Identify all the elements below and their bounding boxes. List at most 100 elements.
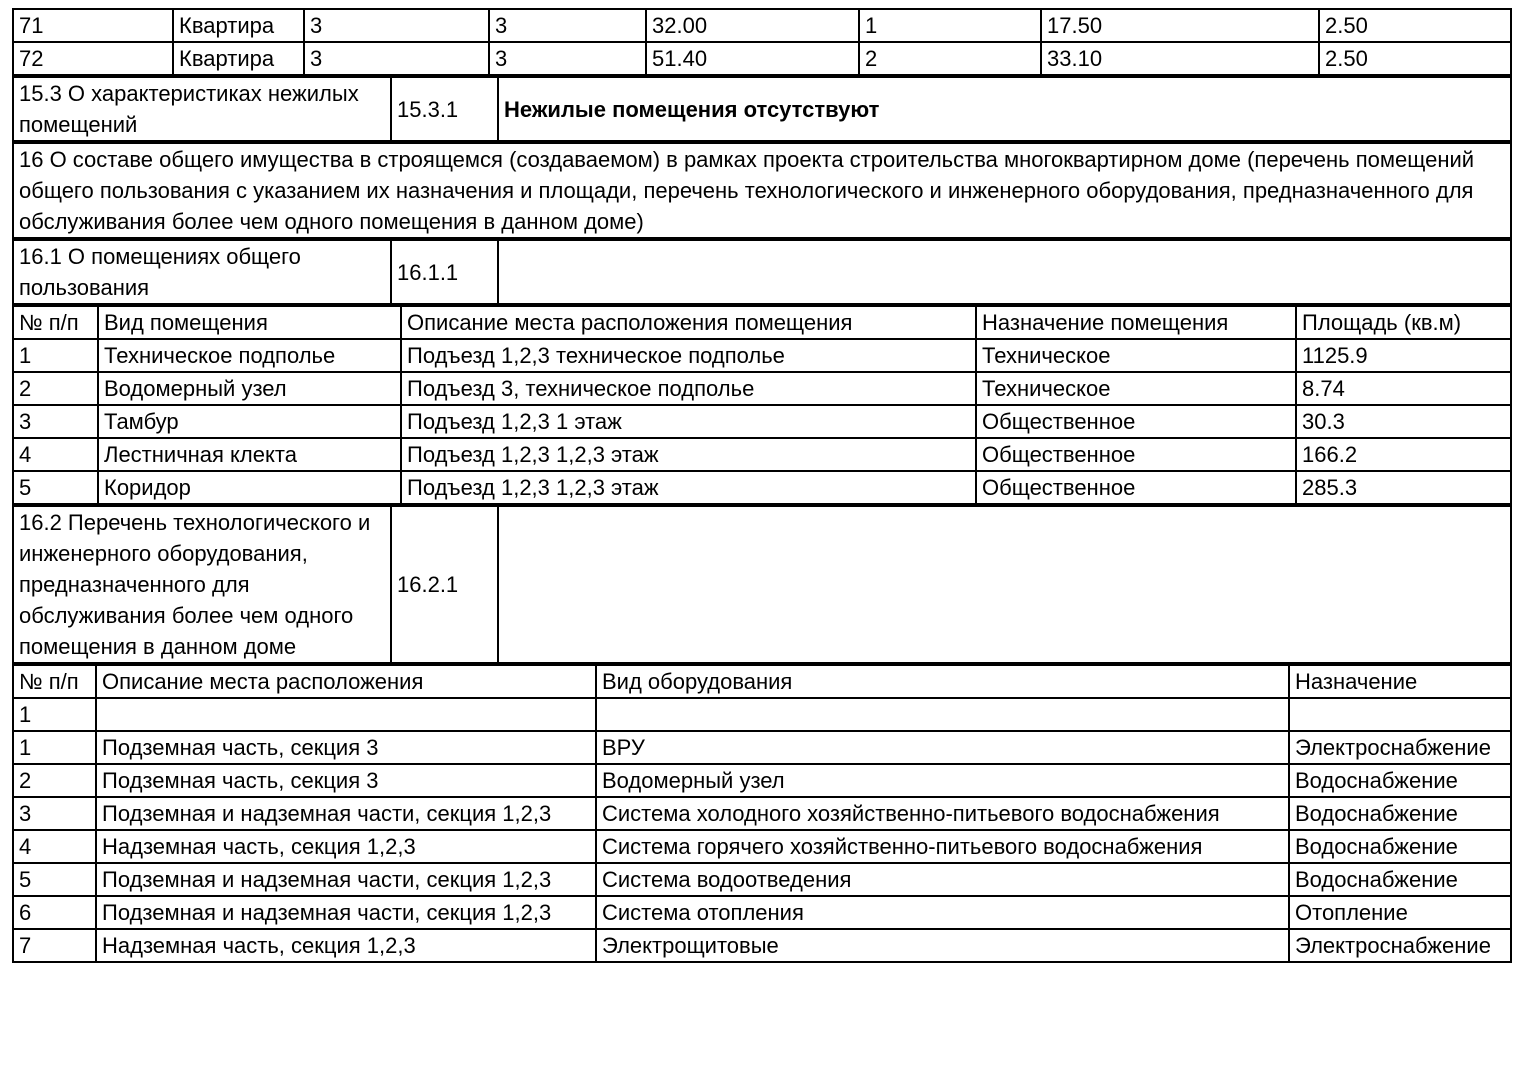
table-cell: 17.50	[1040, 8, 1320, 43]
section-label: 16.1 О помещениях общего пользования	[12, 239, 392, 305]
table-cell: 3	[12, 796, 97, 831]
section-value: Нежилые помещения отсутствуют	[497, 76, 1512, 142]
table-header-row: № п/п Вид помещения Описание места распо…	[12, 305, 1512, 340]
table-cell: Отопление	[1288, 895, 1512, 930]
table-cell: 32.00	[645, 8, 860, 43]
apartments-table: 71 Квартира 3 3 32.00 1 17.50 2.50 72 Квартира 3 3 5…	[12, 8, 1512, 76]
table-row: 6 Подземная и надземная части, секция 1,2…	[12, 895, 1512, 930]
table-cell: 2.50	[1318, 8, 1512, 43]
table-cell: Подземная часть, секция 3	[95, 763, 597, 798]
table-cell: 1125.9	[1295, 338, 1512, 373]
table-cell: 3	[488, 8, 647, 43]
table-row: 72 Квартира 3 3 51.40 2 33.10 2.50	[12, 41, 1512, 76]
table-cell: Общественное	[975, 470, 1297, 505]
table-row: 5 Коридор Подъезд 1,2,3 1,2,3 этаж Обществе…	[12, 470, 1512, 505]
section-16: 16 О составе общего имущества в строящем…	[12, 142, 1512, 239]
table-cell: ВРУ	[595, 730, 1290, 765]
table-row: 16.2 Перечень технологического и инженер…	[12, 505, 1512, 664]
rooms-table-body: 1 Техническое подполье Подъезд 1,2,3 техни…	[12, 338, 1512, 505]
table-cell: Система горячего хозяйственно-питьевого …	[595, 829, 1290, 864]
table-row: 7 Надземная часть, секция 1,2,3 Электрощит…	[12, 928, 1512, 963]
section-value	[497, 239, 1512, 305]
table-row: 16.1 О помещениях общего пользования 16.…	[12, 239, 1512, 305]
table-row: 1 Техническое подполье Подъезд 1,2,3 техни…	[12, 338, 1512, 373]
table-cell: Подъезд 1,2,3 1 этаж	[400, 404, 977, 439]
table-row: 4 Лестничная клекта Подъезд 1,2,3 1,2,3 эт…	[12, 437, 1512, 472]
column-header-equipment-type: Вид оборудования	[595, 664, 1290, 699]
table-cell: 1	[12, 338, 99, 373]
section-code: 16.2.1	[390, 505, 499, 664]
table-cell: Техническое подполье	[97, 338, 402, 373]
apartments-table-body: 71 Квартира 3 3 32.00 1 17.50 2.50 72 Квартира 3 3 5…	[12, 8, 1512, 76]
table-row: 1	[12, 697, 1512, 732]
table-cell: Техническое	[975, 338, 1297, 373]
table-cell: 2	[12, 763, 97, 798]
table-cell: Коридор	[97, 470, 402, 505]
table-cell	[1288, 697, 1512, 732]
table-cell: 51.40	[645, 41, 860, 76]
table-cell: 166.2	[1295, 437, 1512, 472]
table-cell: 6	[12, 895, 97, 930]
equipment-table-body: 1 1 Подземная часть, секция 3 ВРУ Электросна…	[12, 697, 1512, 963]
rooms-table: № п/п Вид помещения Описание места распо…	[12, 305, 1512, 505]
table-cell: Подъезд 1,2,3 1,2,3 этаж	[400, 470, 977, 505]
column-header-number: № п/п	[12, 664, 97, 699]
table-row: 16 О составе общего имущества в строящем…	[12, 142, 1512, 239]
table-row: 5 Подземная и надземная части, секция 1,2…	[12, 862, 1512, 897]
table-cell: 72	[12, 41, 174, 76]
equipment-table: № п/п Описание места расположения Вид об…	[12, 664, 1512, 963]
table-cell: 3	[12, 404, 99, 439]
table-cell: Водоснабжение	[1288, 763, 1512, 798]
table-cell: 33.10	[1040, 41, 1320, 76]
table-cell: 285.3	[1295, 470, 1512, 505]
table-cell: Система отопления	[595, 895, 1290, 930]
table-cell: Электрощитовые	[595, 928, 1290, 963]
table-cell: 8.74	[1295, 371, 1512, 406]
table-cell: 5	[12, 470, 99, 505]
table-cell: Подземная часть, секция 3	[95, 730, 597, 765]
table-row: 1 Подземная часть, секция 3 ВРУ Электроснаб…	[12, 730, 1512, 765]
table-cell: Подъезд 1,2,3 техническое подполье	[400, 338, 977, 373]
column-header-area: Площадь (кв.м)	[1295, 305, 1512, 340]
table-cell: Техническое	[975, 371, 1297, 406]
table-row: 71 Квартира 3 3 32.00 1 17.50 2.50	[12, 8, 1512, 43]
table-cell: 3	[303, 41, 490, 76]
section-label: 16 О составе общего имущества в строящем…	[12, 142, 1512, 239]
table-cell: 2	[12, 371, 99, 406]
column-header-purpose: Назначение	[1288, 664, 1512, 699]
table-cell: Квартира	[172, 41, 305, 76]
table-cell: 1	[12, 697, 97, 732]
column-header-room-type: Вид помещения	[97, 305, 402, 340]
table-cell: Водоснабжение	[1288, 796, 1512, 831]
column-header-number: № п/п	[12, 305, 99, 340]
table-cell: 5	[12, 862, 97, 897]
table-cell: Водоснабжение	[1288, 829, 1512, 864]
section-value	[497, 505, 1512, 664]
table-cell: 2.50	[1318, 41, 1512, 76]
table-cell: Общественное	[975, 404, 1297, 439]
column-header-purpose: Назначение помещения	[975, 305, 1297, 340]
table-row: 4 Надземная часть, секция 1,2,3 Система го…	[12, 829, 1512, 864]
table-cell: Подъезд 3, техническое подполье	[400, 371, 977, 406]
section-code: 16.1.1	[390, 239, 499, 305]
section-code: 15.3.1	[390, 76, 499, 142]
table-cell: Электроснабжение	[1288, 730, 1512, 765]
table-cell: 30.3	[1295, 404, 1512, 439]
table-cell: 2	[858, 41, 1042, 76]
table-cell: 1	[858, 8, 1042, 43]
table-cell: Подземная и надземная части, секция 1,2,…	[95, 895, 597, 930]
table-cell: Система холодного хозяйственно-питьевого…	[595, 796, 1290, 831]
table-cell: Подземная и надземная части, секция 1,2,…	[95, 796, 597, 831]
table-cell: Надземная часть, секция 1,2,3	[95, 928, 597, 963]
table-cell: Подъезд 1,2,3 1,2,3 этаж	[400, 437, 977, 472]
table-row: 15.3 О характеристиках нежилых помещений…	[12, 76, 1512, 142]
table-row: 2 Водомерный узел Подъезд 3, техническое п…	[12, 371, 1512, 406]
section-label: 16.2 Перечень технологического и инженер…	[12, 505, 392, 664]
table-cell: 71	[12, 8, 174, 43]
table-cell	[595, 697, 1290, 732]
table-cell: Система водоотведения	[595, 862, 1290, 897]
declaration-document: 71 Квартира 3 3 32.00 1 17.50 2.50 72 Квартира 3 3 5…	[12, 8, 1512, 963]
section-16-2: 16.2 Перечень технологического и инженер…	[12, 505, 1512, 664]
table-cell: Водомерный узел	[97, 371, 402, 406]
table-row: 3 Тамбур Подъезд 1,2,3 1 этаж Общественное 3…	[12, 404, 1512, 439]
